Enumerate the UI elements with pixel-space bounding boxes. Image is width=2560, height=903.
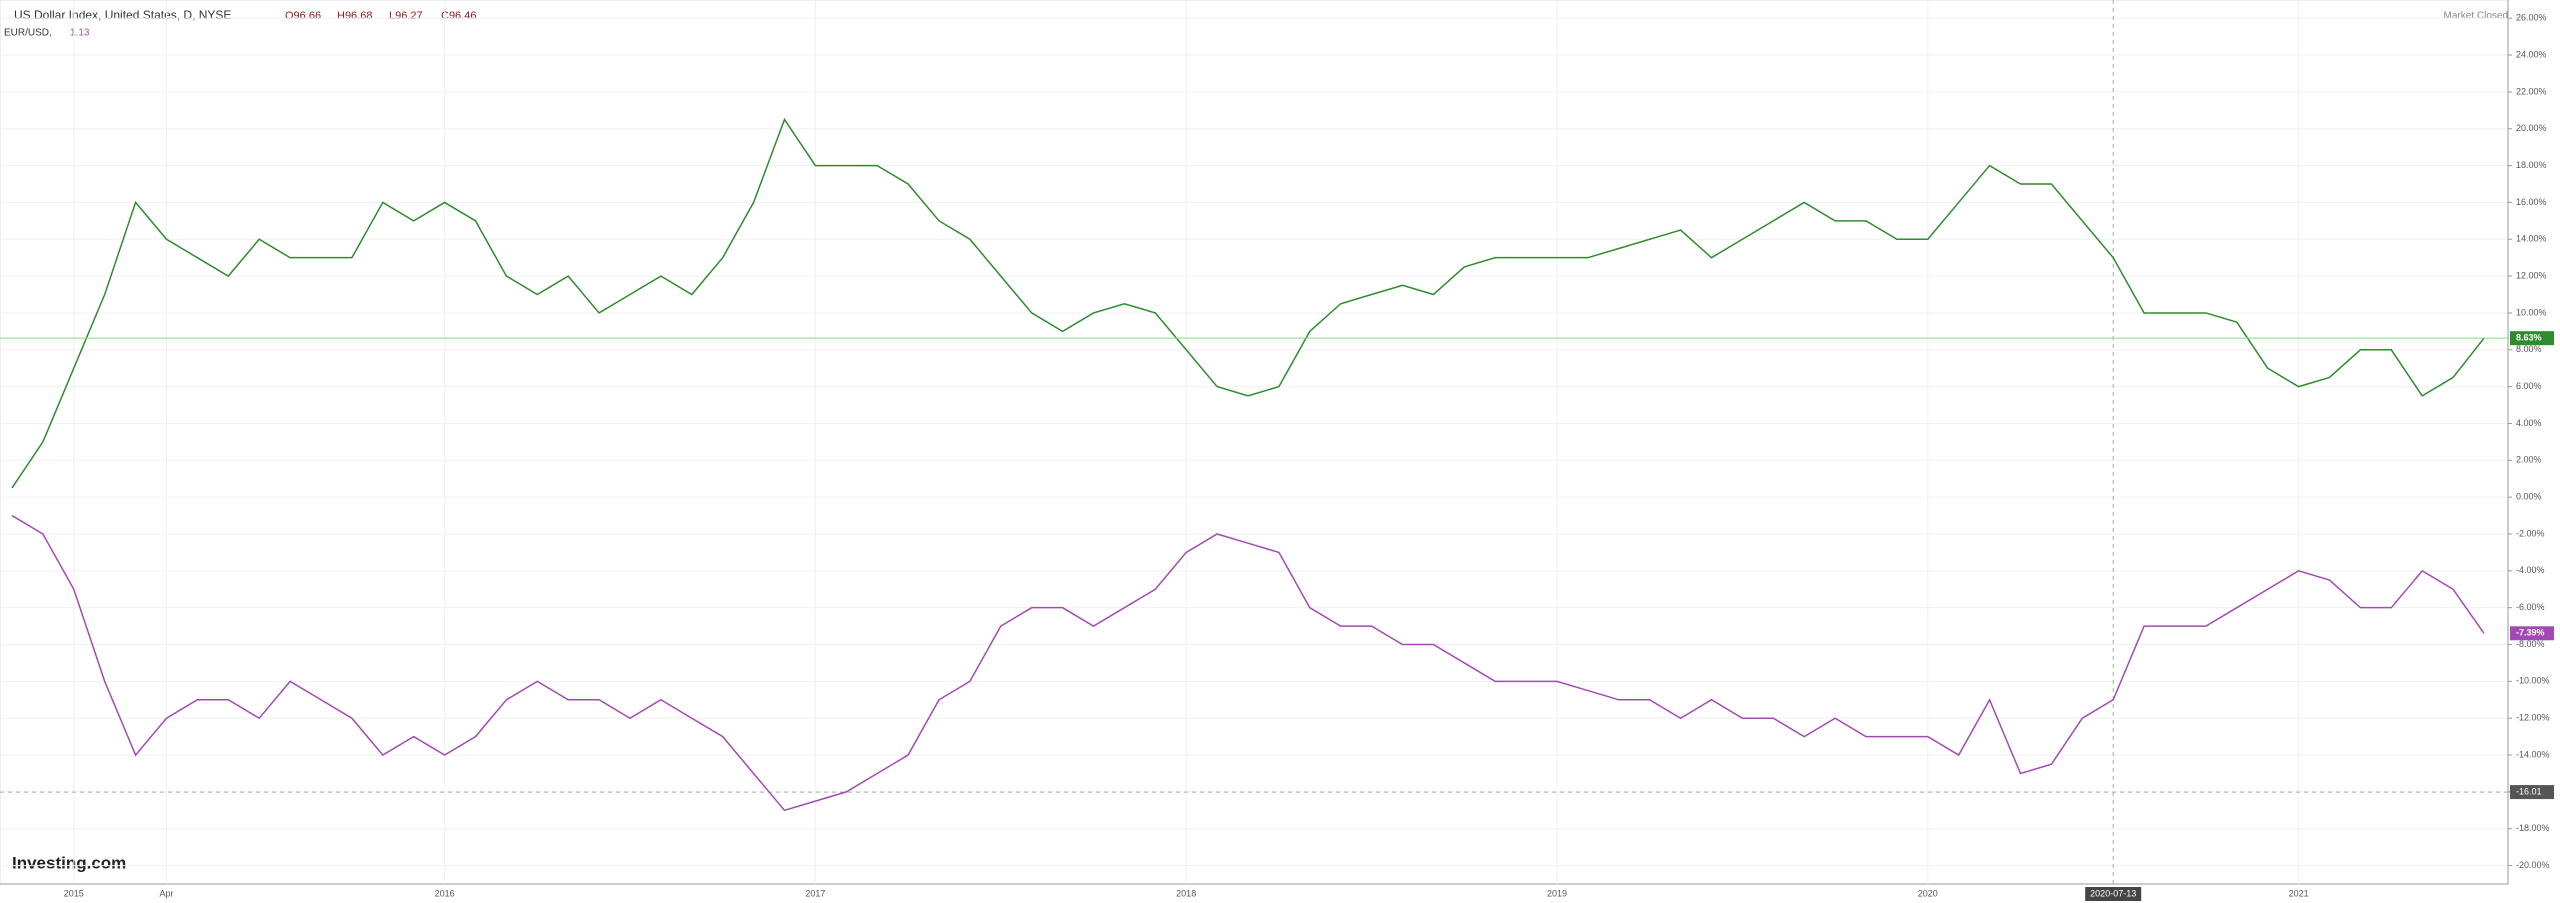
y-tick-label: -10.00% [2516, 676, 2550, 686]
y-tick-label: 20.00% [2516, 123, 2547, 133]
ohlc-value: C96.46 [441, 10, 476, 22]
ohlc-value: H96.68 [337, 10, 372, 22]
y-tick-label: 8.00% [2516, 344, 2542, 354]
last-label-box [2510, 331, 2554, 346]
x-tick-label: Apr [159, 888, 173, 898]
x-tick-label: 2019 [1547, 888, 1567, 898]
series-line [11, 514, 2485, 812]
x-tick-label: 2020-07-13 [2090, 888, 2136, 898]
y-tick-label: -8.00% [2516, 639, 2545, 649]
brand-logo: Investing.com [12, 853, 126, 872]
ohlc-value: O96.66 [285, 10, 321, 22]
y-tick-label: -12.00% [2516, 713, 2550, 723]
x-tick-label: 2018 [1176, 888, 1196, 898]
last-label-box [2510, 626, 2554, 641]
y-tick-label: -20.00% [2516, 860, 2550, 870]
y-tick-label: -2.00% [2516, 528, 2545, 538]
y-tick-label: -6.00% [2516, 602, 2545, 612]
x-tick-label: 2020 [1918, 888, 1938, 898]
market-status: Market Closed [2444, 11, 2508, 22]
compare-label: EUR/USD, [4, 28, 52, 39]
x-tick-label: 2021 [2289, 888, 2309, 898]
y-tick-label: 18.00% [2516, 160, 2547, 170]
y-tick-label: 10.00% [2516, 307, 2547, 317]
y-tick-label: 0.00% [2516, 492, 2542, 502]
y-tick-label: 4.00% [2516, 418, 2542, 428]
plot-area [0, 0, 2509, 885]
reference-label-box [2510, 785, 2554, 800]
y-tick-label: 2.00% [2516, 455, 2542, 465]
y-tick-label: 14.00% [2516, 234, 2547, 244]
ohlc-value: L96.27 [389, 10, 423, 22]
y-tick-label: -4.00% [2516, 565, 2545, 575]
y-tick-label: 16.00% [2516, 197, 2547, 207]
last-label: 8.63% [2516, 333, 2542, 343]
compare-value: 1.13 [70, 28, 90, 39]
reference-label: -16.01 [2516, 786, 2542, 796]
series-line [11, 117, 2485, 489]
chart-title: US Dollar Index, United States, D, NYSE [14, 8, 231, 22]
y-tick-label: 22.00% [2516, 86, 2547, 96]
last-label: -7.39% [2516, 628, 2545, 638]
y-tick-label: 24.00% [2516, 49, 2547, 59]
y-tick-label: 26.00% [2516, 13, 2547, 23]
y-tick-label: -14.00% [2516, 749, 2550, 759]
x-tick-label: 2015 [64, 888, 84, 898]
y-tick-label: 12.00% [2516, 270, 2547, 280]
x-tick-label: 2017 [805, 888, 825, 898]
x-tick-label: 2016 [435, 888, 455, 898]
y-tick-label: 6.00% [2516, 381, 2542, 391]
y-tick-label: -18.00% [2516, 823, 2550, 833]
x-highlight-box [2085, 887, 2142, 901]
